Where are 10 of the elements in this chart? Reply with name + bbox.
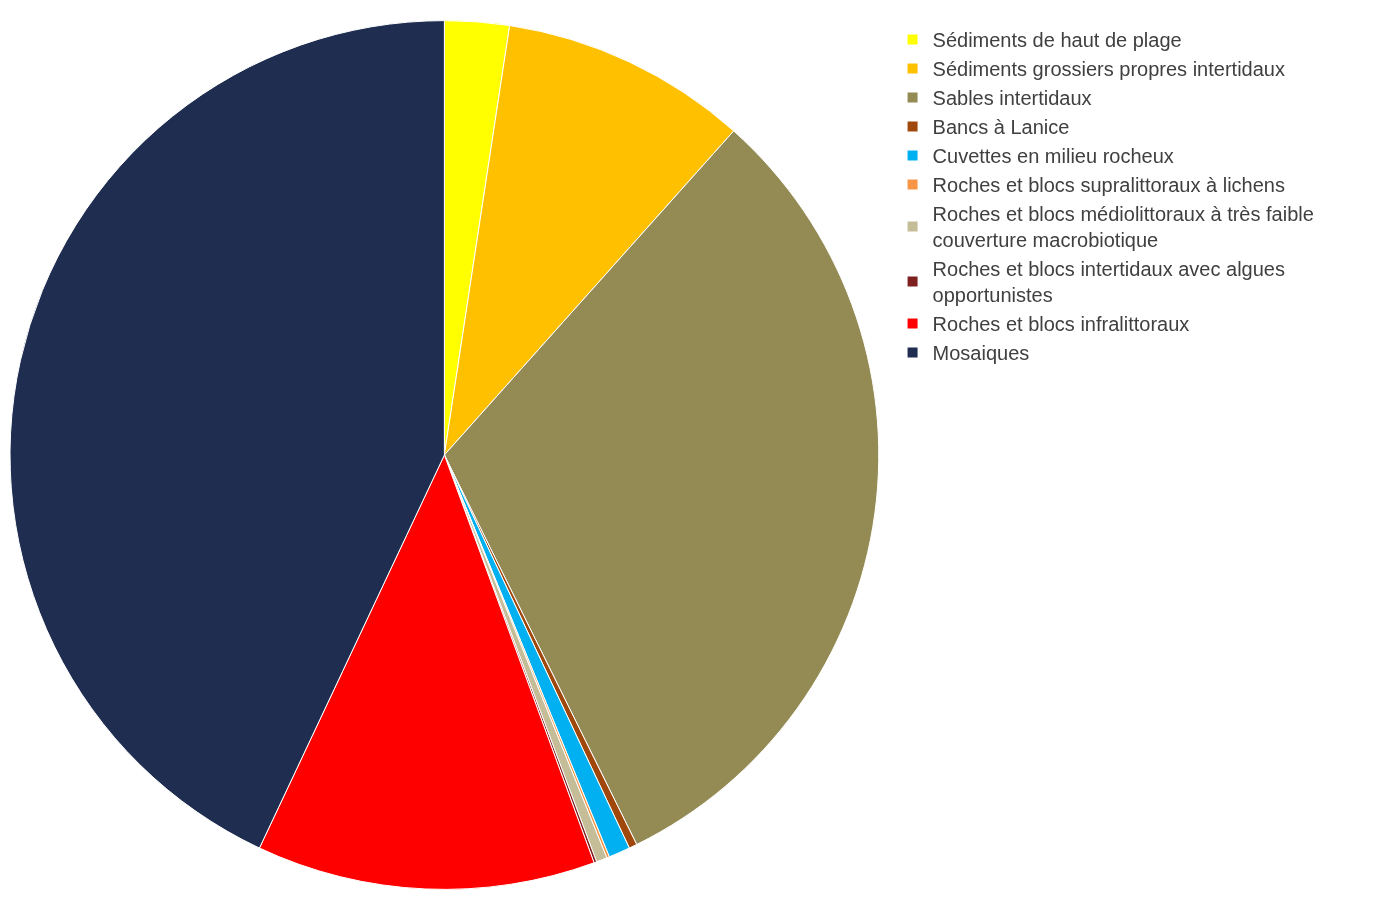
- legend-label: Cuvettes en milieu rocheux: [932, 145, 1174, 168]
- legend-label: Mosaiques: [932, 342, 1030, 365]
- legend-label: Sédiments de haut de plage: [932, 29, 1182, 52]
- legend-label: Sables intertidaux: [932, 87, 1092, 110]
- legend-label: Roches et blocs intertidaux avec algues opportunistes: [932, 258, 1285, 307]
- legend-label: Roches et blocs infralittoraux: [932, 313, 1190, 336]
- legend-label: Roches et blocs supralittoraux à lichens: [932, 174, 1285, 197]
- legend-label: Sédiments grossiers propres intertidaux: [932, 58, 1285, 81]
- legend-label: Bancs à Lanice: [932, 116, 1070, 139]
- legend-label: Roches et blocs médiolittoraux à très faible couverture macrobiotique: [932, 203, 1314, 252]
